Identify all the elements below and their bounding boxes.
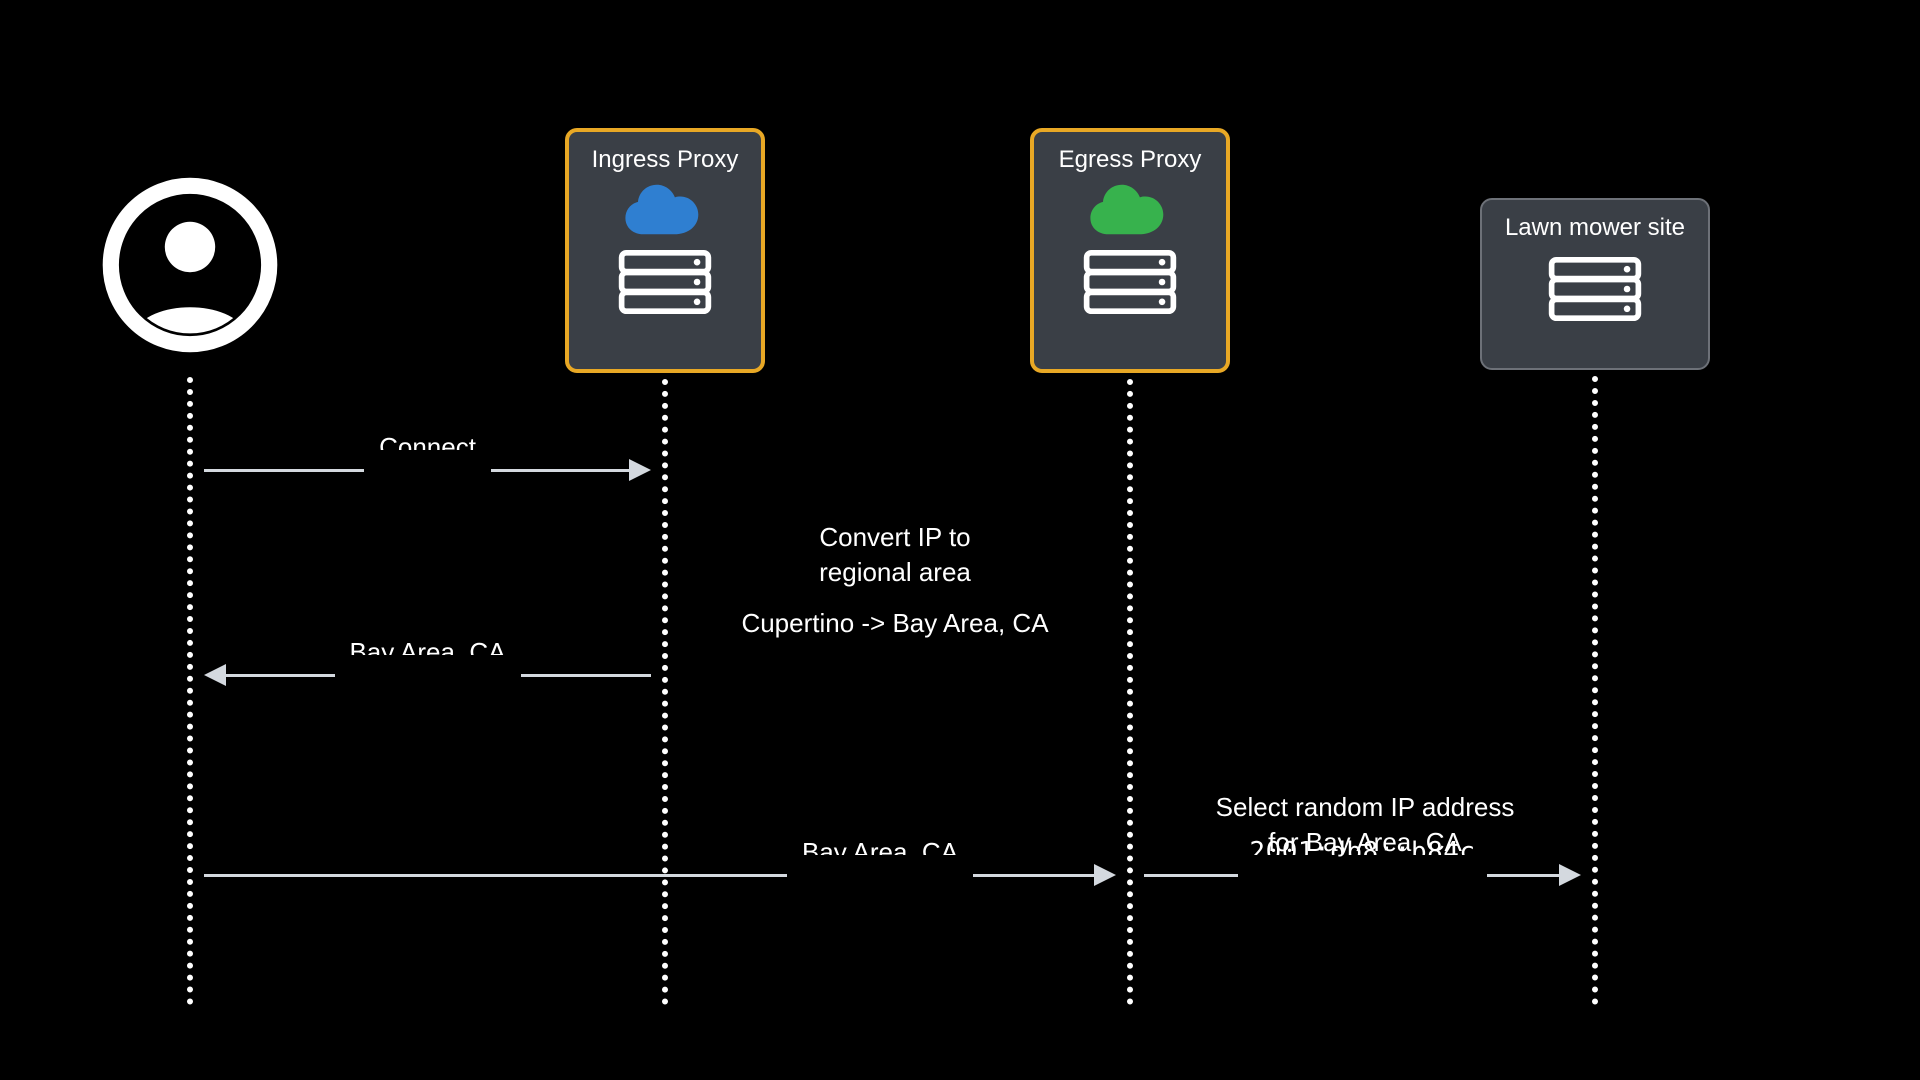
user-icon — [100, 175, 280, 355]
note-mapping: Cupertino -> Bay Area, CA — [595, 606, 1195, 641]
ingress-title: Ingress Proxy — [592, 146, 739, 174]
server-icon — [1547, 250, 1643, 327]
site-title: Lawn mower site — [1505, 214, 1685, 242]
note-select: Select random IP addressfor Bay Area, CA — [1065, 790, 1665, 860]
cloud-icon — [1085, 182, 1175, 249]
arrowhead-icon — [1094, 864, 1116, 886]
egress-title: Egress Proxy — [1059, 146, 1202, 174]
lifeline-site — [1592, 376, 1598, 1005]
lifeline-user — [187, 377, 193, 1005]
arrowhead-icon — [629, 459, 651, 481]
note-convert: Convert IP toregional area — [595, 520, 1195, 590]
arrowhead-icon — [204, 664, 226, 686]
egress-node: Egress Proxy — [1030, 128, 1230, 373]
cloud-icon — [620, 182, 710, 249]
lifeline-egress — [1127, 379, 1133, 1005]
lifeline-ingress — [662, 379, 668, 1005]
site-node: Lawn mower site — [1480, 198, 1710, 370]
server-icon — [1082, 249, 1178, 320]
ingress-node: Ingress Proxy — [565, 128, 765, 373]
server-icon — [617, 249, 713, 320]
